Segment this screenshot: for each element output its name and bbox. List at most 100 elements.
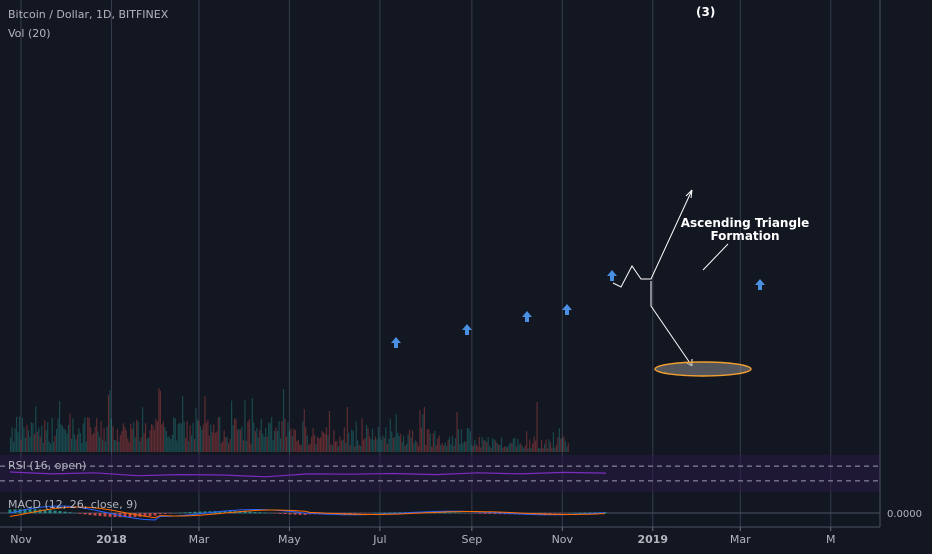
volume-bar — [121, 431, 122, 452]
volume-bar — [550, 442, 551, 452]
volume-bar — [326, 427, 327, 452]
volume-bar — [234, 418, 235, 452]
volume-bar — [394, 437, 395, 452]
volume-bar — [84, 417, 85, 452]
volume-bar — [453, 446, 454, 452]
volume-bar — [16, 417, 17, 452]
volume-bar — [324, 434, 325, 452]
volume-bar — [357, 440, 358, 452]
volume-bar — [172, 435, 173, 452]
volume-bar — [513, 438, 514, 452]
volume-bar — [204, 396, 205, 452]
volume-bar — [492, 438, 493, 452]
volume-bar — [562, 438, 563, 452]
volume-bar — [17, 432, 18, 452]
volume-bar — [145, 423, 146, 452]
volume-bar — [345, 442, 346, 452]
volume-bar — [252, 398, 253, 452]
volume-bar — [485, 440, 486, 452]
volume-bar — [243, 440, 244, 452]
volume-bar — [138, 422, 139, 452]
annotation-text: Formation — [710, 229, 779, 243]
volume-bar — [49, 442, 50, 452]
volume-bar — [178, 424, 179, 452]
target-ellipse — [655, 362, 751, 376]
volume-bar — [155, 419, 156, 452]
volume-bar — [405, 446, 406, 452]
volume-bar — [10, 437, 11, 452]
time-tick-label: May — [278, 533, 301, 546]
volume-bar — [148, 438, 149, 452]
volume-bar — [427, 429, 428, 452]
volume-bar — [213, 424, 214, 452]
volume-bar — [407, 434, 408, 452]
volume-bar — [308, 445, 309, 452]
volume-label: Vol (20) — [8, 27, 51, 40]
volume-bar — [502, 448, 503, 452]
volume-bar — [318, 438, 319, 452]
annotation-text: Ascending Triangle — [681, 216, 810, 230]
volume-bar — [74, 434, 75, 452]
volume-bar — [409, 430, 410, 452]
volume-bar — [305, 427, 306, 452]
volume-bar — [317, 437, 318, 452]
volume-bar — [470, 431, 471, 452]
volume-bar — [551, 448, 552, 452]
macd-histogram-bar — [459, 513, 462, 514]
volume-bar — [522, 446, 523, 452]
volume-bar — [80, 433, 81, 452]
volume-bar — [499, 445, 500, 452]
volume-bar — [270, 423, 271, 452]
volume-bar — [348, 433, 349, 452]
volume-bar — [26, 425, 27, 452]
volume-bar — [458, 429, 459, 452]
volume-bar — [534, 436, 535, 452]
volume-bar — [372, 429, 373, 452]
volume-bar — [253, 423, 254, 452]
volume-bar — [28, 430, 29, 452]
volume-bar — [56, 429, 57, 452]
volume-bar — [286, 437, 287, 452]
volume-bar — [433, 433, 434, 452]
macd-histogram-bar — [164, 513, 167, 514]
volume-bar — [351, 430, 352, 452]
volume-bar — [52, 418, 53, 452]
volume-bar — [19, 416, 20, 452]
rsi-pane — [0, 455, 880, 492]
volume-bar — [154, 430, 155, 452]
volume-bar — [430, 434, 431, 452]
volume-bar — [93, 433, 94, 452]
volume-bar — [277, 431, 278, 452]
volume-bar — [339, 436, 340, 452]
volume-bar — [359, 445, 360, 452]
volume-bar — [176, 441, 177, 452]
volume-bar — [425, 445, 426, 452]
macd-histogram-bar — [579, 513, 582, 514]
volume-bar — [547, 448, 548, 452]
macd-histogram-bar — [259, 512, 262, 513]
volume-bar — [262, 434, 263, 452]
volume-bar — [462, 443, 463, 452]
volume-bar — [287, 422, 288, 452]
macd-histogram-bar — [584, 512, 587, 513]
volume-bar — [179, 423, 180, 452]
volume-bar — [436, 446, 437, 452]
volume-bar — [410, 438, 411, 452]
volume-bar — [293, 429, 294, 452]
volume-bar — [528, 448, 529, 452]
volume-bar — [363, 440, 364, 452]
volume-bar — [53, 442, 54, 452]
volume-bar — [114, 440, 115, 452]
macd-histogram-bar — [154, 513, 157, 516]
volume-bar — [71, 439, 72, 452]
volume-bar — [541, 440, 542, 452]
volume-bar — [142, 407, 143, 452]
volume-bar — [170, 439, 171, 452]
volume-bar — [354, 446, 355, 452]
volume-bar — [384, 438, 385, 452]
volume-bar — [387, 444, 388, 452]
macd-histogram-bar — [384, 513, 387, 514]
price-axis-background — [880, 0, 932, 550]
